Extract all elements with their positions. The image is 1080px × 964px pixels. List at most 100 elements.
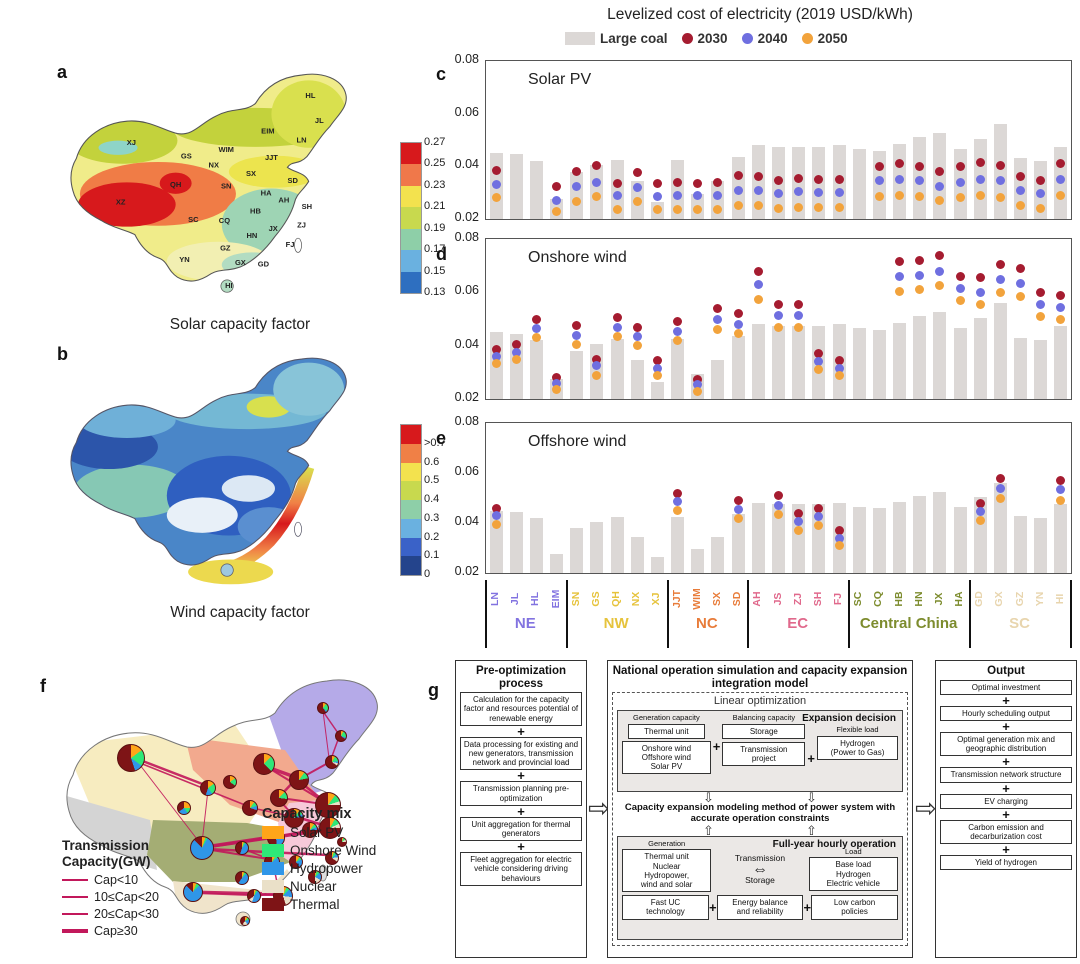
- large-coal-bar: [630, 536, 644, 573]
- province-label-GD: GD: [258, 260, 270, 269]
- integration-model-title: National operation simulation and capaci…: [612, 665, 908, 690]
- dot-2050: [491, 519, 501, 529]
- large-coal-bar: [509, 511, 523, 573]
- large-coal-bar: [993, 124, 1007, 219]
- integration-model-column: National operation simulation and capaci…: [607, 660, 913, 958]
- dot-2030: [1056, 476, 1066, 485]
- dot-2040: [794, 517, 804, 527]
- y-tick-label: 0.04: [454, 157, 479, 172]
- group-separator: [666, 580, 669, 648]
- output-item: Hourly scheduling output: [940, 705, 1072, 722]
- generation-capacity-label: Generation capacity: [633, 712, 700, 722]
- dot-2040: [1056, 175, 1066, 184]
- large-coal-bar: [893, 501, 907, 573]
- province-label-JJT: JJT: [265, 153, 278, 162]
- dot-2040: [874, 176, 884, 186]
- plot-c: Solar PV: [485, 60, 1072, 220]
- colorbar-segment: [401, 443, 421, 463]
- dot-2040: [814, 188, 824, 198]
- generation-label: Generation: [648, 838, 686, 848]
- dot-2040: [895, 175, 905, 184]
- dot-2050: [491, 193, 501, 203]
- large-coal-bar: [1014, 515, 1028, 573]
- plus-sign: +: [1002, 842, 1010, 858]
- dot-2040: [552, 378, 562, 388]
- colorbar: [400, 424, 422, 576]
- generation-group: Generation Thermal unit Nuclear Hydropow…: [622, 838, 712, 893]
- colorbar-segment: [401, 500, 421, 519]
- dot-2030: [713, 177, 723, 187]
- dot-2030: [975, 157, 985, 167]
- dot-2030: [693, 178, 703, 188]
- plus-sign: +: [803, 899, 812, 915]
- legend-2050: 2050: [801, 31, 848, 46]
- large-coal-bar: [872, 329, 886, 399]
- colorbar-segment: [401, 481, 421, 500]
- colorbar-label: 0: [424, 568, 431, 580]
- legend-large-coal: Large coal: [565, 31, 668, 46]
- y-tick-label: 0.08: [454, 414, 479, 428]
- capacity-pie: [177, 801, 191, 815]
- dot-2030: [733, 171, 743, 181]
- large-coal-bar: [550, 554, 564, 573]
- dot-2030: [834, 526, 844, 535]
- large-coal-bar: [792, 325, 806, 399]
- dot-2050: [995, 287, 1005, 297]
- large-coal-bar: [852, 328, 866, 399]
- dot-2050: [552, 385, 562, 395]
- dot-2030: [733, 309, 743, 319]
- capacity-pie: [235, 841, 249, 855]
- capacity-pie: [284, 808, 304, 828]
- colorbar-label: 0.6: [424, 455, 440, 468]
- transmission-label: Transmission: [734, 852, 786, 863]
- dot-2030: [774, 299, 783, 309]
- large-coal-bar: [529, 161, 543, 219]
- dot-2050: [652, 205, 662, 215]
- transmission-legend-label: Cap≥30: [94, 924, 138, 938]
- dot-2040: [733, 185, 743, 195]
- dot-2050: [995, 193, 1005, 203]
- dot-2040: [511, 347, 521, 357]
- dot-2050: [1016, 201, 1026, 211]
- dot-2030: [491, 345, 501, 355]
- province-label-XJ: XJ: [127, 138, 136, 147]
- province-label-HB: HB: [250, 206, 261, 215]
- balancing-capacity-label: Balancing capacity: [732, 712, 796, 722]
- core-method-text: Capacity expansion modeling method of po…: [624, 801, 896, 824]
- pre-optimization-title: Pre-optimization process: [475, 665, 567, 690]
- province-label-JL: JL: [315, 116, 324, 125]
- colorbar-label: 0.2: [424, 530, 440, 543]
- province-label-CQ: CQ: [219, 216, 230, 225]
- dot-2040: [1036, 189, 1046, 199]
- solar-capacity-map: XJ GS QH XZ WIM NX SN SX SD EIM HL JL LN JJT HA SH HB AH S…: [35, 52, 405, 318]
- transmission-line-icon: [62, 929, 88, 933]
- colorbar-label: 0.25: [424, 157, 446, 170]
- large-coal-bar: [650, 381, 664, 399]
- dot-2030: [1056, 159, 1066, 169]
- wind-capacity-map: [35, 336, 405, 602]
- wind-colorbar: >0.7 0.6 0.5 0.4 0.3 0.2 0.1 0: [400, 424, 470, 594]
- dot-2050: [592, 370, 602, 380]
- transmission-legend-label: Cap<10: [94, 873, 139, 887]
- dot-2050: [632, 197, 642, 207]
- capacity-pie: [235, 871, 249, 885]
- large-coal-bar: [933, 312, 947, 399]
- dot-2050: [774, 509, 783, 519]
- dot-2030: [975, 498, 985, 508]
- output-item: Carbon emission and decarburization cost: [940, 819, 1072, 845]
- plus-sign: +: [517, 768, 525, 784]
- colorbar-segment: [401, 143, 421, 165]
- thermal-unit-box: Thermal unit: [628, 723, 705, 739]
- capacity-swatch-icon: [262, 862, 284, 875]
- dot-2040: [955, 283, 965, 293]
- colorbar-segment: [401, 250, 421, 272]
- operation-constraint-box: Energy balance and reliability: [716, 895, 804, 920]
- transmission-legend: Transmission Capacity(GW) Cap<10 10≤Cap<20…: [62, 838, 232, 938]
- province-label-JX: JX: [269, 224, 278, 233]
- y-tick-label: 0.02: [454, 210, 479, 224]
- dot-2040: [673, 497, 683, 507]
- dot-2030: [995, 473, 1005, 483]
- group-separator: [1070, 580, 1072, 648]
- large-coal-bar: [973, 317, 987, 399]
